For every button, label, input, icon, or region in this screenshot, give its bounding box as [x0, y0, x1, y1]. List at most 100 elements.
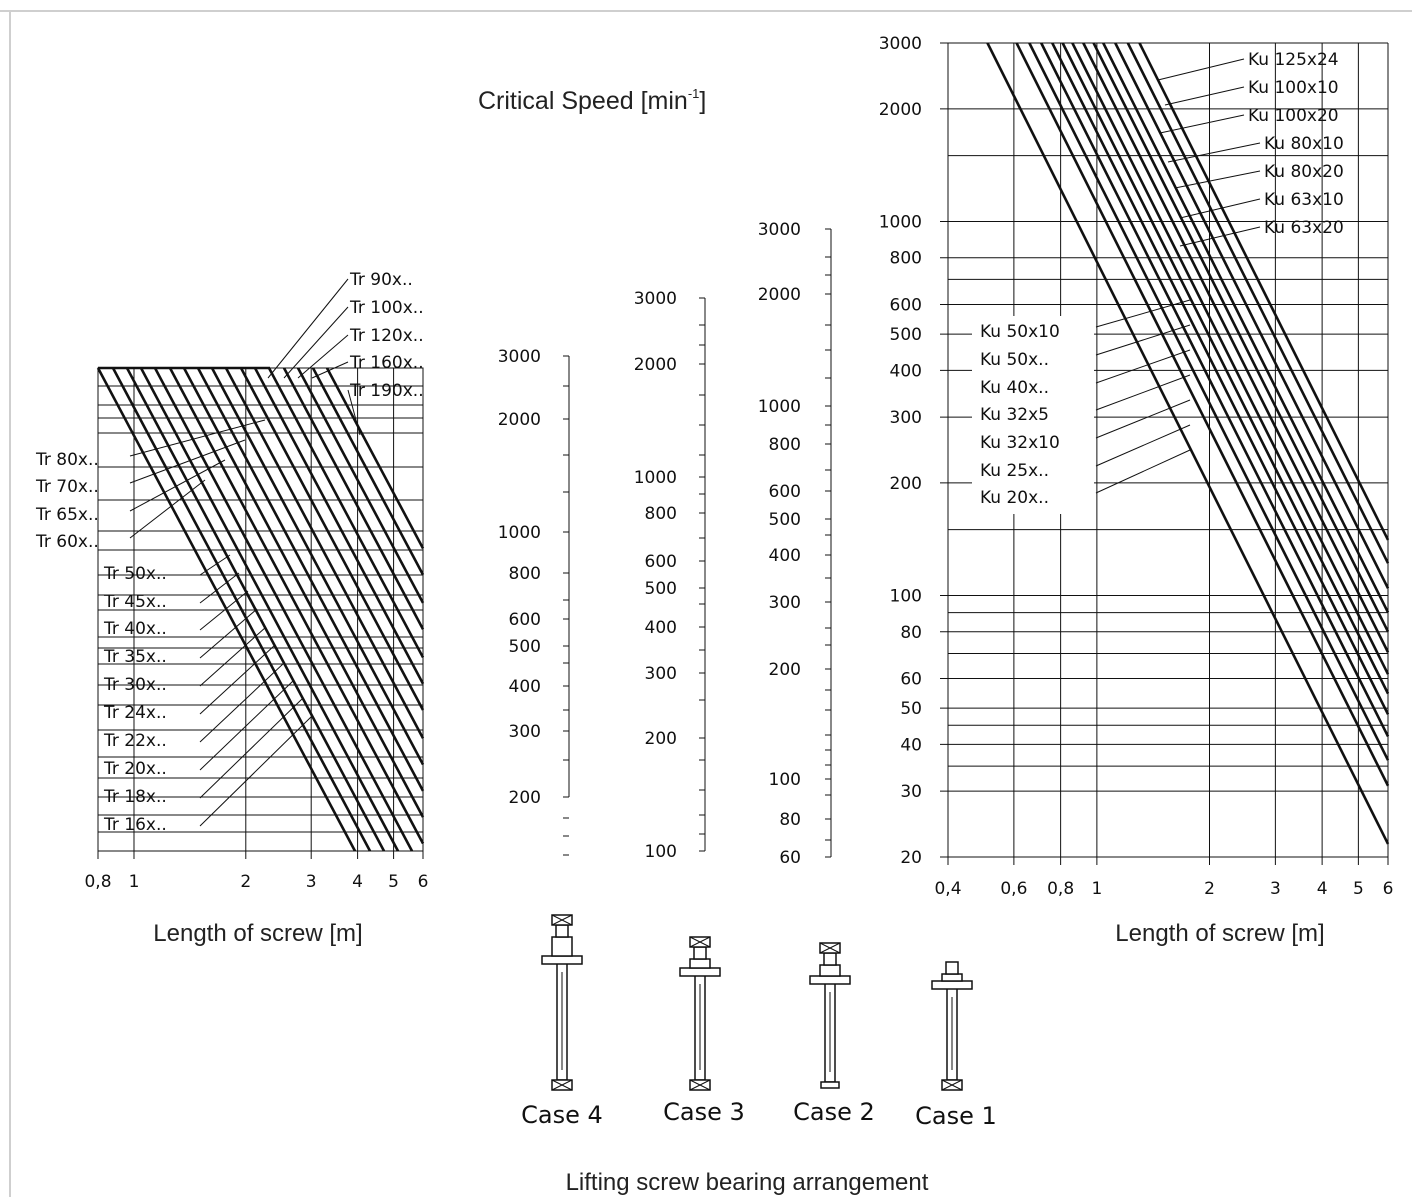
- chart-title: Critical Speed [min-1]: [478, 86, 706, 115]
- left-series-curve: [296, 367, 425, 604]
- left-label-leader: [129, 439, 246, 484]
- left-series-label: Tr 160x..: [349, 353, 424, 373]
- case4-scale-tick-label: 600: [509, 610, 541, 630]
- case2-scale-tick-label: 80: [779, 810, 801, 830]
- screw-housing: [551, 936, 573, 957]
- right-label-leader: [1179, 226, 1261, 247]
- bearing-case-icon: [809, 942, 851, 1089]
- case4-scale-tick-label: 800: [509, 564, 541, 584]
- left-series-label: Tr 100x..: [349, 298, 424, 318]
- screw-flange: [931, 980, 973, 990]
- left-label-leader: [199, 716, 312, 827]
- left-label-leader: [129, 459, 226, 512]
- left-x-tick-label: 2: [240, 872, 251, 892]
- left-label-leader: [283, 306, 349, 379]
- case3-scale-tick-label: 400: [645, 618, 677, 638]
- case2-scale-tick-label: 200: [769, 660, 801, 680]
- left-series-label: Tr 70x..: [35, 477, 99, 497]
- case4-scale-tick-label: 200: [509, 788, 541, 808]
- right-label-leader: [1174, 170, 1261, 189]
- right-label-leader: [1095, 399, 1191, 439]
- left-series-label: Tr 16x..: [103, 815, 167, 835]
- screw-housing: [689, 958, 711, 969]
- left-series-label: Tr 30x..: [103, 675, 167, 695]
- left-label-leader: [199, 590, 249, 631]
- left-series-curve: [267, 367, 425, 659]
- right-series-label: Ku 32x10: [980, 433, 1060, 453]
- right-label-leader: [1164, 86, 1245, 106]
- right-label-leader: [1095, 374, 1191, 411]
- right-y-tick-label: 2000: [879, 100, 922, 120]
- screw-flange: [679, 967, 721, 977]
- left-x-axis-label: Length of screw [m]: [153, 920, 362, 947]
- case4-scale-tick-label: 500: [509, 637, 541, 657]
- left-series-label: Tr 65x..: [35, 505, 99, 525]
- left-x-tick-label: 1: [129, 872, 140, 892]
- right-x-tick-label: 0,4: [934, 879, 961, 899]
- screw-flange: [809, 975, 851, 985]
- right-series-curve: [1061, 42, 1390, 695]
- left-series-curve: [182, 367, 425, 818]
- case2-scale-tick-label: 800: [769, 435, 801, 455]
- left-series-label: Tr 35x..: [103, 647, 167, 667]
- trapezoidal-screw-chart: 0,8 1 2 3 4 5 6 Tr 90x.. Tr 100x.. Tr 120x.. Tr 16…: [35, 270, 428, 892]
- left-series-label: Tr 22x..: [103, 731, 167, 751]
- right-x-tick-label: 5: [1353, 879, 1364, 899]
- left-series-curve: [325, 367, 425, 550]
- left-label-leader: [199, 626, 267, 687]
- left-series-curve: [311, 367, 425, 576]
- left-label-leader: [311, 361, 349, 379]
- bearing-cross: [689, 936, 711, 948]
- bearing-cross: [551, 914, 573, 926]
- case2-scale-tick-label: 1000: [758, 397, 801, 417]
- case4-scale-tick-label: 3000: [498, 347, 541, 367]
- left-series-label: Tr 50x..: [103, 564, 167, 584]
- left-label-leader: [347, 389, 361, 436]
- case2-scale-tick-label: 60: [779, 848, 801, 868]
- screw-nut: [555, 924, 569, 938]
- left-series-curve: [253, 367, 425, 685]
- left-series-curve: [139, 367, 400, 852]
- left-series-curve: [96, 367, 357, 852]
- left-series-curve: [168, 367, 425, 845]
- case3-scale-tick-label: 1000: [634, 468, 677, 488]
- bearing-cross: [819, 942, 841, 954]
- case3-scale-tick-label: 600: [645, 552, 677, 572]
- case3-scale-tick-label: 300: [645, 664, 677, 684]
- right-y-tick-label: 800: [890, 249, 922, 269]
- left-label-leader: [199, 662, 285, 743]
- left-label-leader: [199, 680, 294, 771]
- right-series-label: Ku 100x10: [1248, 78, 1339, 98]
- bearing-arrangement-icons: Case 4 Case 3 Case 2 Case 1: [521, 914, 997, 1130]
- case3-scale-tick-label: 200: [645, 729, 677, 749]
- left-x-tick-label: 4: [352, 872, 363, 892]
- left-series-curve: [153, 367, 414, 852]
- ball-screw-chart: 0,4 0,6 0,8 1 2 3 4 5 6 3000 2000 1000 800 600 500 400 3…: [879, 34, 1394, 899]
- left-label-leader: [199, 698, 303, 799]
- right-y-tick-label: 200: [890, 474, 922, 494]
- right-series-curve: [1028, 42, 1390, 761]
- left-series-label: Tr 90x..: [349, 270, 413, 290]
- right-series-label: Ku 80x10: [1264, 134, 1344, 154]
- case2-scale-tick-label: 100: [769, 770, 801, 790]
- left-series-label: Tr 120x..: [349, 326, 424, 346]
- right-series-label: Ku 40x..: [980, 378, 1049, 398]
- case2-scale-tick-label: 300: [769, 593, 801, 613]
- case2-scale-tick-label: 400: [769, 546, 801, 566]
- case2-scale-tick-label: 500: [769, 510, 801, 530]
- case-label: Case 1: [915, 1102, 997, 1130]
- right-series-curve: [1040, 42, 1390, 738]
- right-label-leader: [1095, 324, 1191, 356]
- left-label-leader: [199, 608, 258, 659]
- right-y-tick-label: 30: [900, 782, 922, 802]
- left-series-curve: [196, 367, 425, 792]
- screw-housing: [819, 964, 841, 977]
- right-x-tick-label: 3: [1270, 879, 1281, 899]
- right-y-tick-label: 50: [900, 699, 922, 719]
- right-label-leader: [1095, 449, 1191, 494]
- left-series-curve: [282, 367, 425, 630]
- right-x-tick-label: 0,8: [1047, 879, 1074, 899]
- case-label: Case 3: [663, 1098, 745, 1126]
